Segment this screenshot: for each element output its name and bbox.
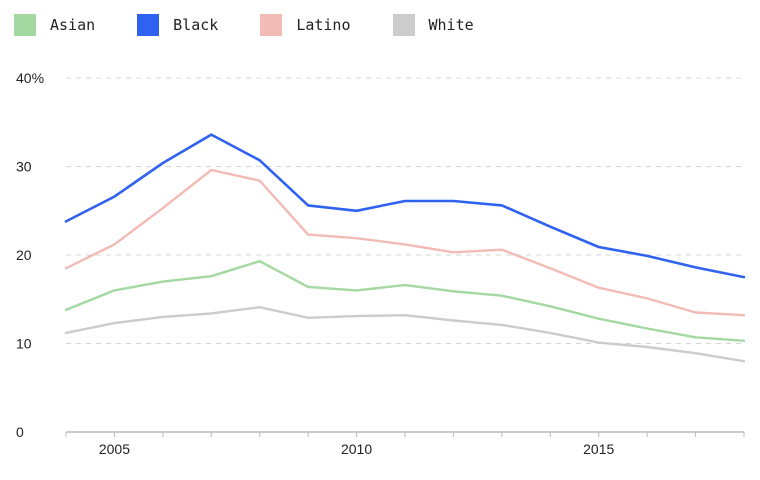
y-tick-label: 10 xyxy=(16,336,32,352)
x-tick-label: 2010 xyxy=(341,441,372,457)
y-tick-label: 0 xyxy=(16,424,24,440)
legend-swatch xyxy=(137,14,160,36)
legend-label: Asian xyxy=(50,16,96,34)
legend-item-latino: Latino xyxy=(260,14,351,36)
series-line-asian xyxy=(64,260,746,342)
legend-label: Black xyxy=(173,16,219,34)
series-line-black xyxy=(64,133,746,279)
legend-item-white: White xyxy=(392,14,474,36)
legend-swatch xyxy=(260,14,283,36)
series-line-latino xyxy=(64,168,746,317)
y-tick-label: 20 xyxy=(16,247,32,263)
x-tick-label: 2005 xyxy=(99,441,130,457)
legend-label: Latino xyxy=(296,16,351,34)
x-tick-label: 2015 xyxy=(583,441,614,457)
legend-item-black: Black xyxy=(137,14,218,36)
legend-label: White xyxy=(428,16,474,34)
y-tick-label: 40% xyxy=(16,70,44,86)
y-tick-label: 30 xyxy=(16,159,32,175)
series-line-white xyxy=(64,306,746,363)
legend-swatch xyxy=(14,14,36,36)
legend: Asian Black Latino White xyxy=(14,14,516,36)
legend-item-asian: Asian xyxy=(14,14,95,36)
legend-swatch xyxy=(392,14,415,36)
